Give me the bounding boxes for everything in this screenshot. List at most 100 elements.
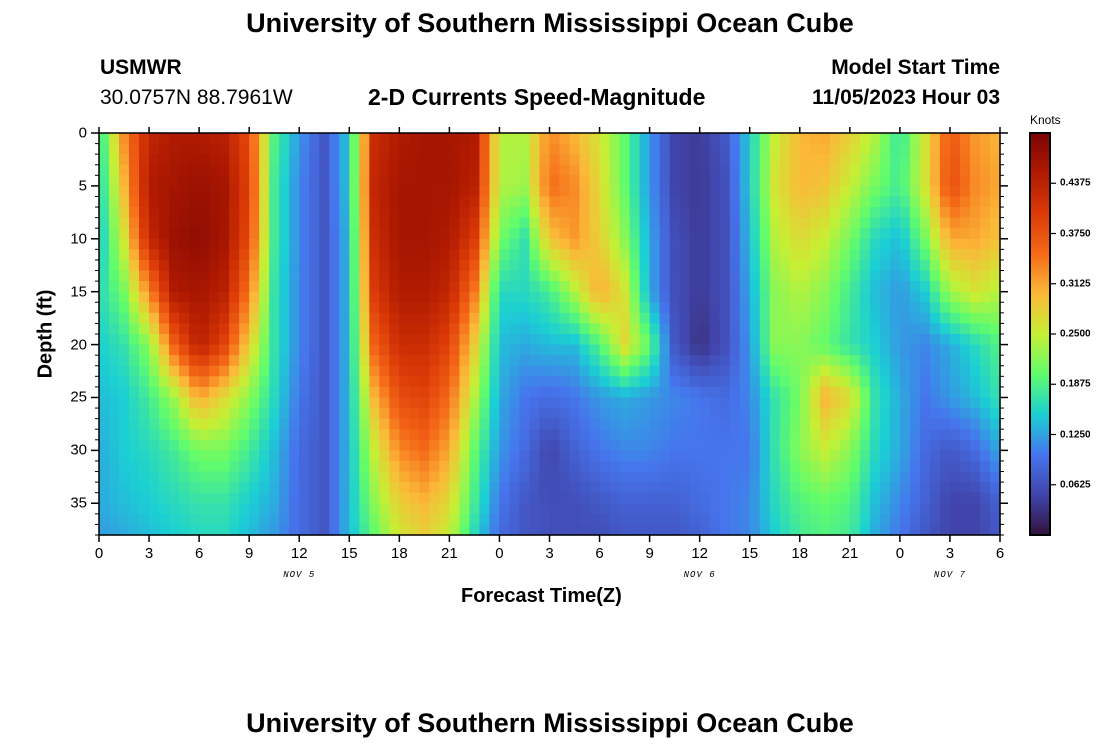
heatmap-cell xyxy=(559,207,571,219)
heatmap-cell xyxy=(929,228,941,240)
heatmap-cell xyxy=(529,355,541,367)
heatmap-cell xyxy=(179,281,190,293)
heatmap-cell xyxy=(439,450,450,462)
heatmap-cell xyxy=(99,376,110,388)
heatmap-cell xyxy=(759,439,771,451)
heatmap-cell xyxy=(179,524,190,536)
heatmap-cell xyxy=(759,175,771,187)
heatmap-cell xyxy=(749,164,761,176)
heatmap-cell xyxy=(249,259,260,272)
heatmap-cell xyxy=(759,344,771,356)
heatmap-cell xyxy=(309,249,320,261)
heatmap-cell xyxy=(779,386,791,399)
heatmap-cell xyxy=(429,228,440,240)
heatmap-cell xyxy=(959,429,971,441)
heatmap-cell xyxy=(169,249,180,261)
heatmap-cell xyxy=(939,439,951,451)
heatmap-cell xyxy=(989,376,1001,388)
heatmap-cell xyxy=(899,386,911,399)
heatmap-cell xyxy=(749,334,761,346)
heatmap-cell xyxy=(689,460,701,473)
heatmap-cell xyxy=(559,450,571,462)
heatmap-cell xyxy=(709,355,721,367)
heatmap-cell xyxy=(489,344,501,356)
heatmap-cell xyxy=(399,259,410,272)
heatmap-cell xyxy=(989,386,1001,399)
heatmap-cell xyxy=(599,281,611,293)
heatmap-cell xyxy=(669,344,681,356)
heatmap-cell xyxy=(969,460,981,473)
heatmap-cell xyxy=(429,418,440,430)
heatmap-cell xyxy=(259,376,270,388)
heatmap-cell xyxy=(779,513,791,526)
heatmap-cell xyxy=(649,355,661,367)
heatmap-cell xyxy=(569,185,581,198)
footer-title: University of Southern Mississippi Ocean… xyxy=(246,708,854,738)
heatmap-cell xyxy=(209,471,220,483)
heatmap-cell xyxy=(869,418,881,430)
heatmap-cell xyxy=(119,482,130,494)
heatmap-cell xyxy=(789,450,801,462)
heatmap-cell xyxy=(529,460,541,473)
heatmap-cell xyxy=(409,365,420,377)
heatmap-cell xyxy=(199,386,210,399)
heatmap-cell xyxy=(129,418,140,430)
heatmap-cell xyxy=(319,323,330,335)
heatmap-cell xyxy=(489,503,501,515)
heatmap-cell xyxy=(409,302,420,314)
heatmap-cell xyxy=(219,482,230,494)
heatmap-cell xyxy=(939,133,951,145)
heatmap-cell xyxy=(669,503,681,515)
heatmap-cell xyxy=(479,471,491,483)
heatmap-cell xyxy=(769,344,781,356)
heatmap-cell xyxy=(519,429,531,441)
heatmap-cell xyxy=(619,281,631,293)
heatmap-cell xyxy=(229,492,240,504)
heatmap-cell xyxy=(719,386,731,399)
heatmap-cell xyxy=(509,270,521,282)
heatmap-cell xyxy=(929,408,941,420)
heatmap-cell xyxy=(979,397,991,409)
heatmap-cell xyxy=(579,450,591,462)
heatmap-cell xyxy=(249,397,260,409)
heatmap-cell xyxy=(849,185,861,198)
heatmap-cell xyxy=(659,386,671,399)
heatmap-cell xyxy=(889,291,901,303)
heatmap-cell xyxy=(689,524,701,536)
heatmap-cell xyxy=(299,418,310,430)
heatmap-cell xyxy=(159,302,170,314)
heatmap-cell xyxy=(169,460,180,473)
heatmap-cell xyxy=(459,471,471,483)
heatmap-cell xyxy=(399,185,410,198)
heatmap-cell xyxy=(779,408,791,420)
heatmap-cell xyxy=(609,185,621,198)
heatmap-cell xyxy=(429,164,440,176)
heatmap-cell xyxy=(289,397,300,409)
heatmap-cell xyxy=(329,302,340,314)
heatmap-cell xyxy=(889,175,901,187)
heatmap-cell xyxy=(669,439,681,451)
heatmap-cell xyxy=(779,259,791,272)
heatmap-cell xyxy=(549,418,561,430)
heatmap-cell xyxy=(379,238,390,250)
heatmap-cell xyxy=(869,482,881,494)
heatmap-cell xyxy=(709,397,721,409)
heatmap-cell xyxy=(709,302,721,314)
heatmap-cell xyxy=(609,503,621,515)
heatmap-cell xyxy=(239,133,250,145)
heatmap-cell xyxy=(219,133,230,145)
heatmap-cell xyxy=(949,291,961,303)
heatmap-cell xyxy=(449,217,460,229)
heatmap-cell xyxy=(339,185,350,198)
heatmap-cell xyxy=(259,524,270,536)
heatmap-cell xyxy=(179,439,190,451)
heatmap-cell xyxy=(289,175,300,187)
heatmap-cell xyxy=(379,291,390,303)
heatmap-cell xyxy=(459,281,471,293)
heatmap-cell xyxy=(729,344,741,356)
heatmap-cell xyxy=(449,164,460,176)
heatmap-cell xyxy=(139,460,150,473)
heatmap-cell xyxy=(99,439,110,451)
heatmap-cell xyxy=(939,143,951,155)
heatmap-cell xyxy=(299,228,310,240)
